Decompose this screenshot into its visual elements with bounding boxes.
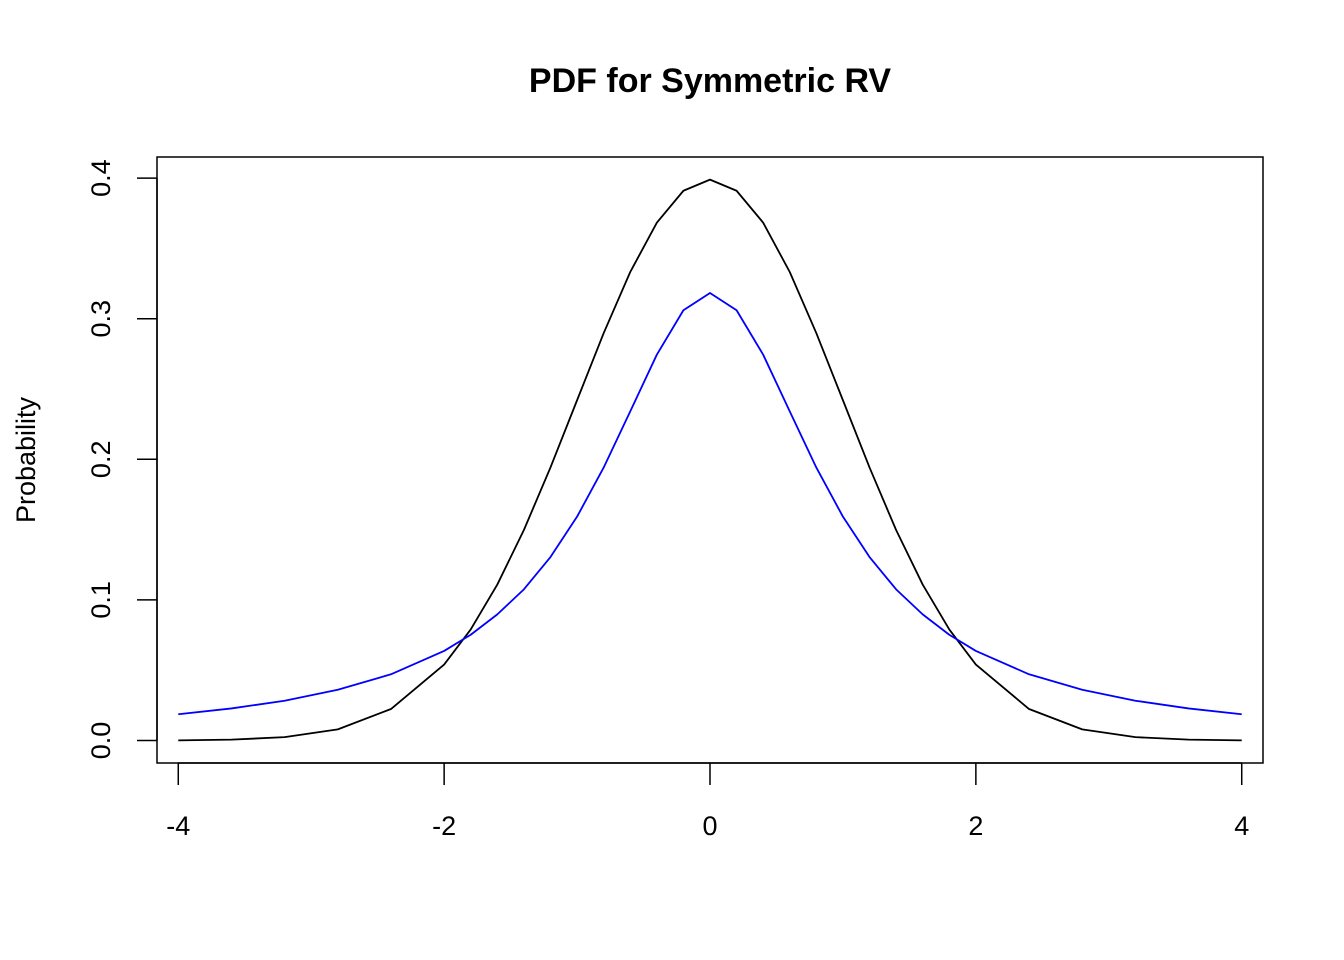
chart-title: PDF for Symmetric RV (529, 62, 891, 100)
series-line-1 (178, 178, 1242, 742)
x-axis: -4 -2 0 2 4 (166, 762, 1249, 841)
y-axis-label: Probability (11, 396, 41, 523)
y-tick-label: 0.1 (86, 581, 116, 619)
y-tick-label: 0.3 (86, 300, 116, 338)
y-axis: 0.0 0.1 0.2 0.3 0.4 (86, 159, 158, 760)
series-line-2 (178, 292, 1242, 716)
x-tick-label: -2 (432, 811, 456, 841)
x-tick-label: 0 (702, 811, 717, 841)
y-tick-label: 0.2 (86, 441, 116, 479)
y-tick-label: 0.0 (86, 722, 116, 760)
x-tick-label: 2 (968, 811, 983, 841)
series-layer (178, 178, 1242, 742)
x-tick-label: 4 (1234, 811, 1249, 841)
y-tick-label: 0.4 (86, 159, 116, 197)
x-tick-label: -4 (166, 811, 190, 841)
